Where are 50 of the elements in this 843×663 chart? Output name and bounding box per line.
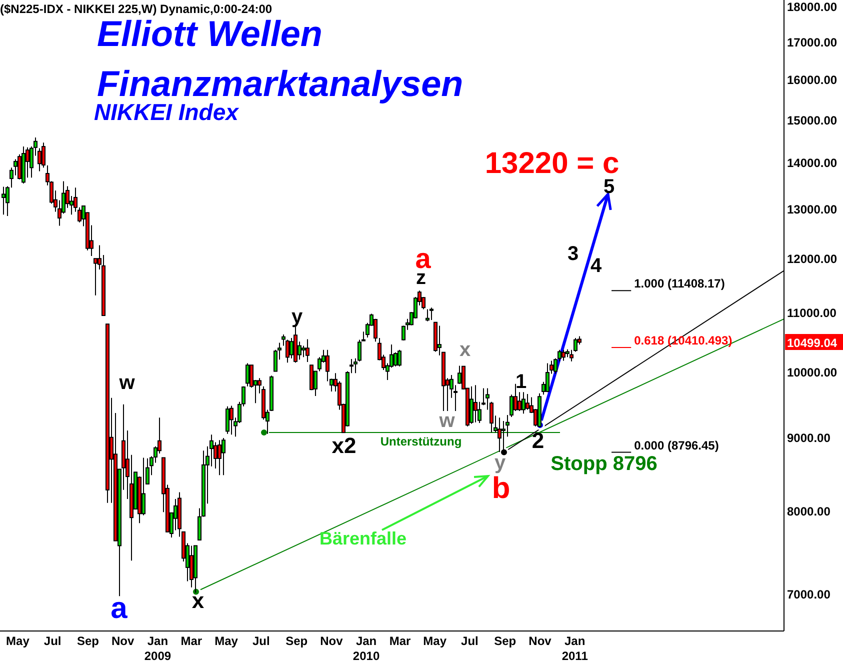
x-tick-label: Jan 2009 (144, 634, 172, 663)
annotation: x (459, 339, 471, 362)
y-tick-label: 15000.00 (787, 113, 838, 128)
x-tick-label: Nov (528, 634, 552, 648)
x-tick-label: Sep (76, 634, 100, 648)
ref-line-label: 0.000 (8796.45) (634, 438, 719, 452)
text: 10499.04 (787, 336, 838, 350)
annotation: 4 (590, 255, 602, 278)
y-tick-label: 18000.00 (787, 0, 838, 14)
x-tick-label: Sep (286, 634, 308, 648)
ref-line-label: 1.000 (11408.17) (634, 276, 725, 291)
y-tick-label: 8000.00 (787, 504, 831, 518)
x-tick-label: May (6, 634, 30, 648)
annotation: Stopp 8796 (550, 453, 658, 476)
y-tick-label: 11000.00 (787, 306, 837, 320)
x-tick-label: Mar (180, 634, 202, 648)
y-tick-label: 7000.00 (787, 587, 831, 602)
annotation: 1 (515, 371, 527, 394)
annotation: 2 (532, 428, 544, 453)
annotation: Bärenfalle (319, 528, 407, 548)
annotation: b (492, 472, 510, 505)
y-tick-label: 14000.00 (787, 156, 838, 170)
annotation: Unterstützung (380, 434, 462, 448)
x-tick-label: Sep (494, 634, 516, 648)
annotation: w (438, 410, 456, 432)
y-tick-label: 10000.00 (787, 366, 838, 380)
x-tick-label: Nov (112, 634, 135, 648)
x-tick-label: Jan 2010 (352, 634, 380, 663)
annotation: x2 (332, 432, 356, 458)
annotation: ($N225-IDX - NIKKEI 225,W) Dynamic,0:00-24:00 (0, 2, 272, 16)
annotation: 3 (567, 243, 579, 266)
annotation: y (494, 452, 506, 474)
annotation: a (110, 592, 128, 625)
y-tick-label: 9000.00 (787, 431, 831, 446)
annotation: y (291, 306, 304, 328)
x-tick-label: Jul (461, 634, 478, 648)
text: NIKKEI Index (94, 99, 238, 126)
y-tick-label: 13000.00 (787, 202, 838, 216)
annotation: w (118, 372, 136, 394)
annotation: x (192, 588, 205, 613)
x-tick-label: May (423, 634, 447, 648)
y-tick-label: 17000.00 (787, 35, 838, 50)
x-tick-label: Jul (252, 634, 270, 648)
x-tick-label: Jul (44, 634, 62, 648)
y-tick-label: 16000.00 (787, 73, 838, 88)
x-tick-label: May (214, 634, 238, 648)
x-tick-label: Nov (320, 634, 344, 648)
x-tick-label: Mar (389, 634, 411, 648)
x-tick-label: Jan 2011 (562, 634, 588, 663)
y-tick-label: 12000.00 (787, 252, 838, 266)
